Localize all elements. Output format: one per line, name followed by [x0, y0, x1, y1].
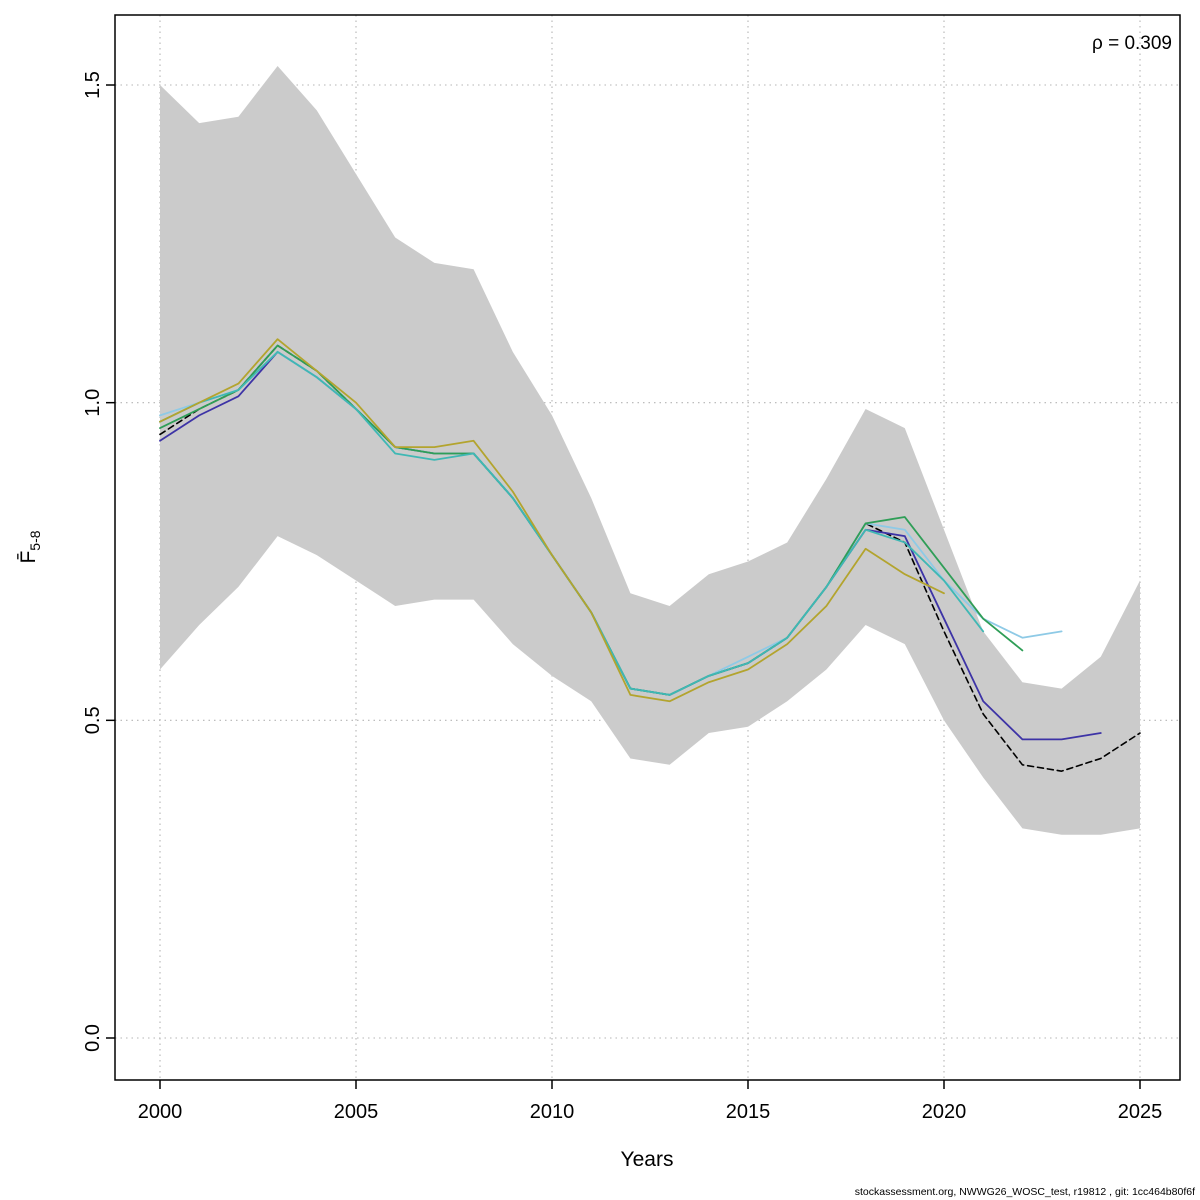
series-lines	[159, 338, 1141, 772]
y-tick-label-1.0: 1.0	[82, 389, 104, 417]
x-tick-label-2025: 2025	[1118, 1101, 1163, 1123]
y-tick-label-0.0: 0.0	[82, 1024, 104, 1052]
confidence-band	[160, 65, 1140, 835]
y-tick-label-0.5: 0.5	[82, 706, 104, 734]
series-retro-peel-2020	[159, 338, 945, 703]
x-tick-label-2015: 2015	[726, 1101, 771, 1123]
x-axis-title: Years	[620, 1148, 674, 1171]
y-axis-title: F̄5-8	[17, 530, 43, 563]
y-axis-title-sub: 5-8	[27, 530, 44, 551]
x-tick-label-2010: 2010	[530, 1101, 575, 1123]
y-tick-label-1.5: 1.5	[82, 71, 104, 99]
mohns-rho-annotation: ρ = 0.309	[1091, 33, 1172, 54]
x-tick-label-2020: 2020	[922, 1101, 967, 1123]
y-axis-title-main: F̄	[16, 550, 40, 564]
x-tick-label-2005: 2005	[334, 1101, 379, 1123]
plot-border	[114, 14, 1181, 1081]
axes: 2000 2005 2010 2015 2020 2025 0.0 0.5 1.0 1.5	[82, 71, 1162, 1123]
x-tick-label-2000: 2000	[138, 1101, 183, 1123]
footer-citation: stockassessment.org, NWWG26_WOSC_test, r…	[854, 1186, 1195, 1198]
